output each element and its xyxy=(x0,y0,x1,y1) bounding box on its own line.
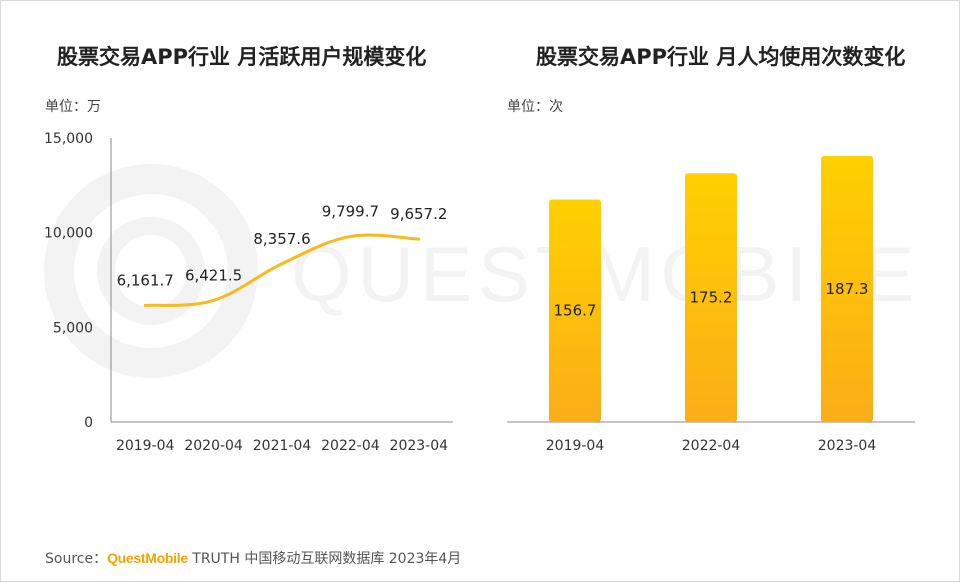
x-tick-label: 2019-04 xyxy=(546,438,605,454)
x-tick-label: 2023-04 xyxy=(390,438,449,454)
usage-data-label: 156.7 xyxy=(554,302,597,320)
usage-bar xyxy=(549,199,601,422)
source-note: Source：QuestMobile TRUTH 中国移动互联网数据库 2023… xyxy=(45,548,461,568)
y-tick-label: 10,000 xyxy=(44,226,93,242)
right-chart-title: 股票交易APP行业 月人均使用次数变化 xyxy=(536,45,906,69)
mau-data-point xyxy=(418,238,420,240)
right-unit-label: 单位：次 xyxy=(507,99,563,115)
y-tick-label: 5,000 xyxy=(53,320,93,336)
x-tick-label: 2022-04 xyxy=(682,438,741,454)
y-tick-label: 0 xyxy=(84,415,93,431)
mau-data-point xyxy=(213,299,215,301)
mau-data-point xyxy=(144,304,146,306)
x-tick-label: 2022-04 xyxy=(321,438,380,454)
source-prefix: Source： xyxy=(45,551,108,567)
usage-bar xyxy=(685,173,737,422)
usage-data-label: 187.3 xyxy=(826,280,869,298)
x-tick-label: 2023-04 xyxy=(818,438,877,454)
left-chart-title: 股票交易APP行业 月活跃用户规模变化 xyxy=(57,45,427,69)
source-suffix: TRUTH 中国移动互联网数据库 2023年4月 xyxy=(187,551,462,567)
y-tick-label: 15,000 xyxy=(44,131,93,147)
x-tick-label: 2020-04 xyxy=(184,438,243,454)
left-unit-label: 单位：万 xyxy=(45,99,101,115)
mau-data-label: 6,161.7 xyxy=(117,271,174,289)
source-brand: QuestMobile xyxy=(107,550,188,566)
svg-text:QUESTMOBILE: QUESTMOBILE xyxy=(291,230,920,318)
mau-data-point xyxy=(281,263,283,265)
mau-data-label: 9,799.7 xyxy=(322,202,379,220)
usage-data-label: 175.2 xyxy=(690,289,733,307)
mau-data-label: 9,657.2 xyxy=(390,205,447,223)
mau-data-label: 8,357.6 xyxy=(253,230,310,248)
mau-data-label: 6,421.5 xyxy=(185,266,242,284)
x-tick-label: 2021-04 xyxy=(253,438,312,454)
usage-bar xyxy=(821,156,873,422)
mau-data-point xyxy=(349,235,351,237)
x-tick-label: 2019-04 xyxy=(116,438,175,454)
